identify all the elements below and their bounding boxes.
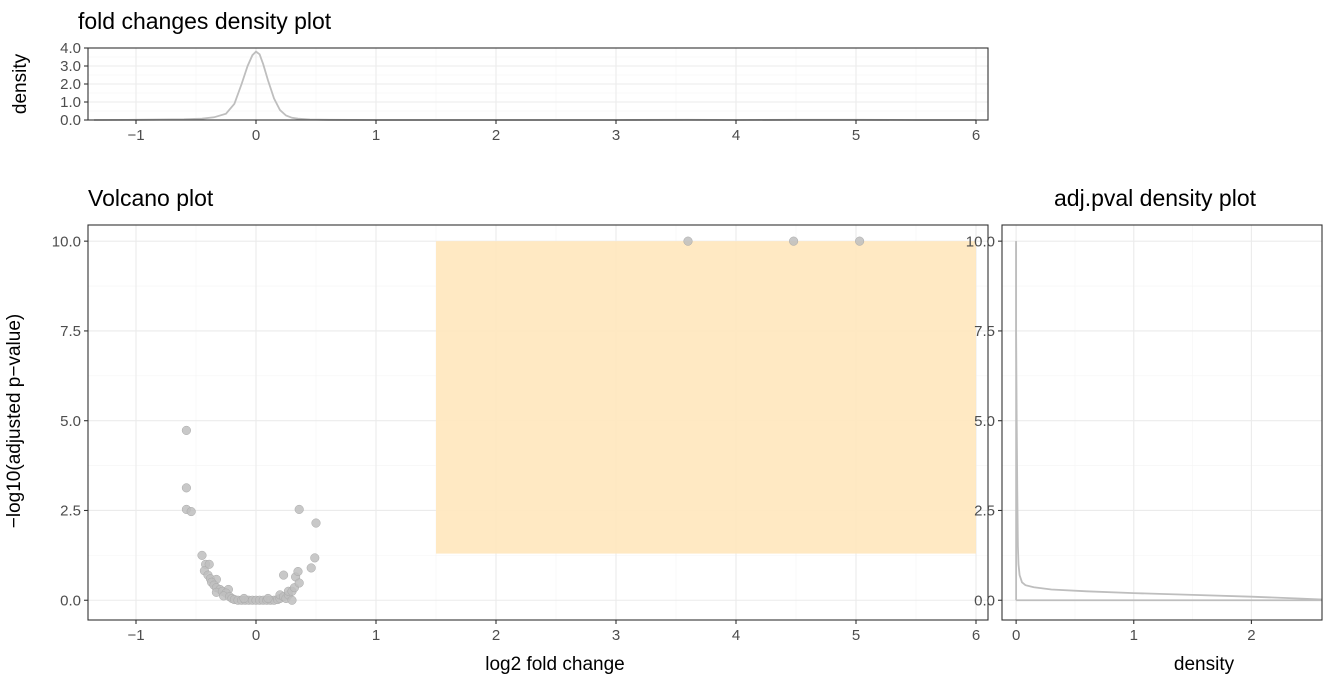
y-tick-label: 0.0 <box>60 112 81 129</box>
x-tick-label: 3 <box>612 627 620 644</box>
y-tick-label: 5.0 <box>974 413 995 430</box>
y-tick-label: 7.5 <box>60 323 81 340</box>
volcano-panel: Volcano plot −log10(adjusted p−value) lo… <box>4 185 989 675</box>
volcano-point <box>186 507 196 517</box>
y-tick-label: 10.0 <box>966 233 995 250</box>
y-tick-label: 2.5 <box>974 503 995 520</box>
adj-pval-density-title: adj.pval density plot <box>1054 185 1257 211</box>
x-tick-label: 3 <box>612 127 620 144</box>
x-tick-label: 5 <box>852 627 860 644</box>
x-tick-label: 0 <box>252 127 260 144</box>
volcano-point <box>855 236 865 246</box>
volcano-point <box>239 593 249 604</box>
volcano-point <box>311 518 321 528</box>
y-tick-label: 7.5 <box>974 323 995 340</box>
x-tick-label: 2 <box>1247 627 1255 644</box>
volcano-title: Volcano plot <box>88 185 214 211</box>
volcano-point <box>287 595 297 605</box>
volcano-xlabel: log2 fold change <box>485 654 624 675</box>
y-tick-label: 10.0 <box>52 233 81 250</box>
volcano-point <box>294 578 304 588</box>
x-tick-label: 4 <box>732 627 740 644</box>
fold-change-density-panel: fold changes density plot density −1 0 1 2 3… <box>10 8 989 144</box>
volcano-ylabel: −log10(adjusted p−value) <box>4 314 25 528</box>
x-tick-label: 2 <box>492 127 500 144</box>
x-tick-label: 1 <box>372 127 380 144</box>
x-tick-label: 1 <box>372 627 380 644</box>
volcano-point <box>181 425 191 435</box>
x-tick-label: −1 <box>127 627 144 644</box>
volcano-point <box>263 593 273 604</box>
fold-change-density-title: fold changes density plot <box>78 8 332 34</box>
volcano-point <box>310 553 320 563</box>
x-tick-label: 5 <box>852 127 860 144</box>
volcano-point <box>789 236 799 246</box>
volcano-point <box>306 563 316 573</box>
adj-pval-density-line <box>1015 241 1323 601</box>
adj-pval-density-xlabel: density <box>1174 654 1235 675</box>
plot-frame <box>1001 224 1323 621</box>
plot-frame <box>87 224 989 621</box>
y-tick-label: 3.0 <box>60 58 81 75</box>
significance-region <box>436 241 976 554</box>
y-tick-label: 0.0 <box>974 593 995 610</box>
y-tick-label: 4.0 <box>60 40 81 57</box>
x-tick-label: 4 <box>732 127 740 144</box>
x-tick-label: 2 <box>492 627 500 644</box>
x-tick-label: 6 <box>972 127 980 144</box>
volcano-point <box>293 566 303 577</box>
y-tick-label: 0.0 <box>60 593 81 610</box>
y-tick-label: 1.0 <box>60 94 81 111</box>
volcano-point <box>294 504 304 514</box>
y-tick-label: 2.0 <box>60 76 81 93</box>
y-tick-label: 2.5 <box>60 503 81 520</box>
x-tick-label: 0 <box>1012 627 1020 644</box>
x-tick-label: 0 <box>252 627 260 644</box>
volcano-point <box>204 559 214 569</box>
volcano-point <box>683 236 693 246</box>
x-tick-label: 6 <box>972 627 980 644</box>
volcano-point <box>197 550 207 560</box>
x-tick-label: 1 <box>1130 627 1138 644</box>
fold-change-density-ylabel: density <box>10 53 31 114</box>
volcano-point <box>181 483 191 493</box>
y-tick-label: 5.0 <box>60 413 81 430</box>
fold-change-density-line <box>93 50 976 121</box>
x-tick-label: −1 <box>127 127 144 144</box>
adj-pval-density-panel: adj.pval density plot density 0 1 2 0.0 2.5 5… <box>966 185 1323 675</box>
volcano-point <box>279 570 289 580</box>
